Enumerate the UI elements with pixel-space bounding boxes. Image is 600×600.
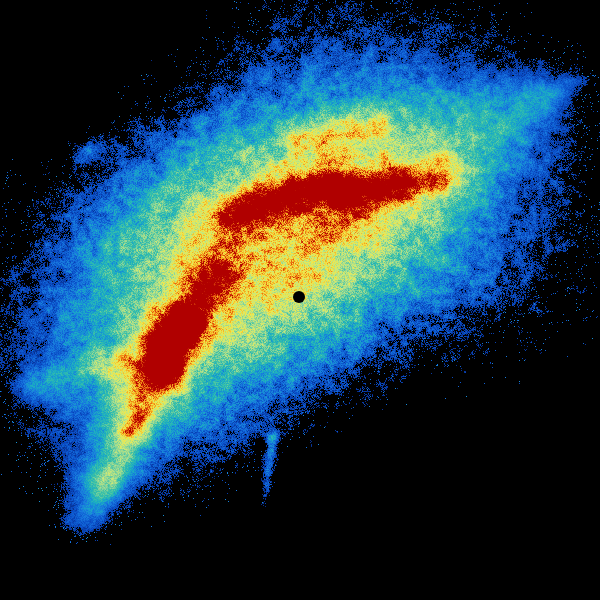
image-viewport: X-ray Intensity Map [0, 0, 600, 600]
xray-intensity-heatmap [0, 0, 600, 600]
